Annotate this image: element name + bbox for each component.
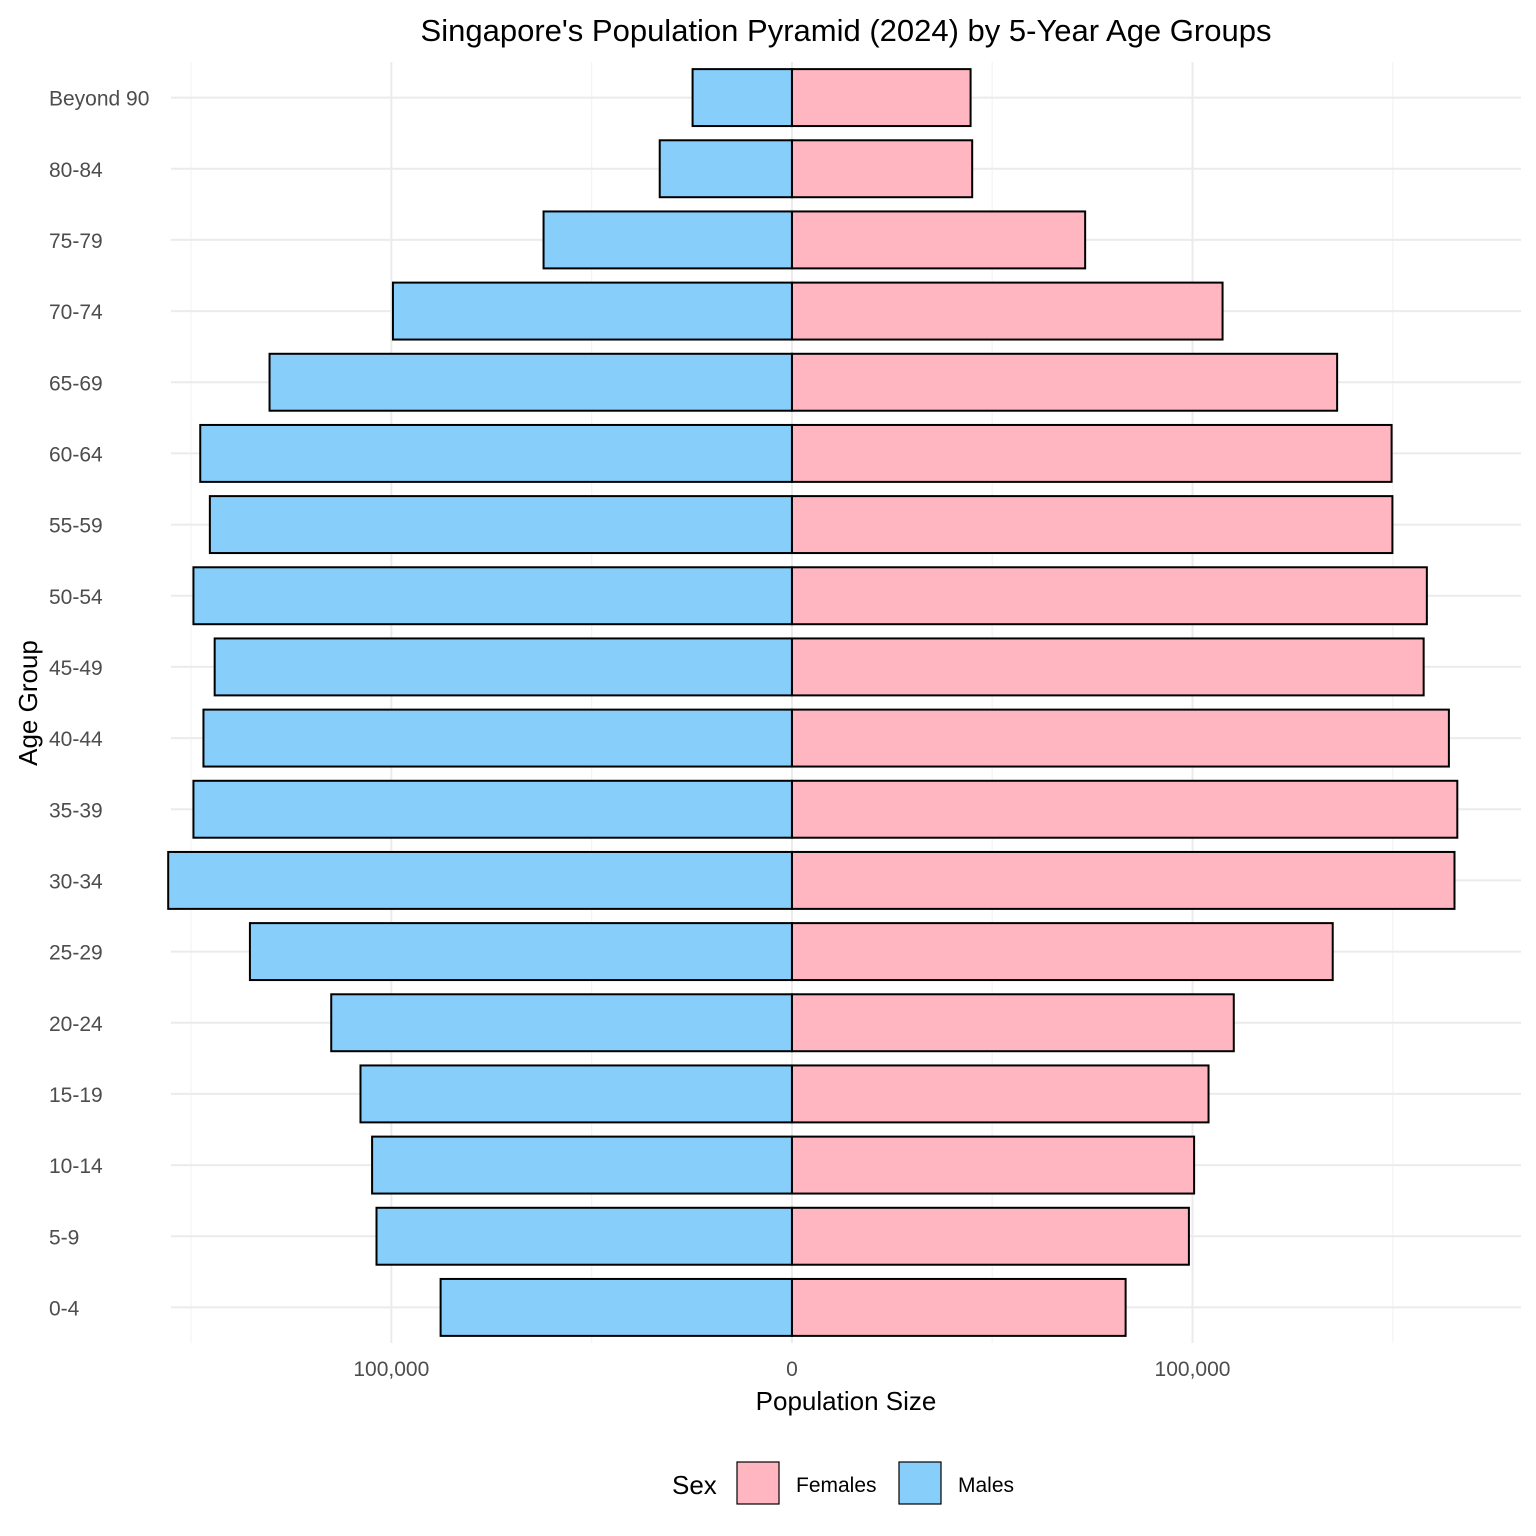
x-tick-label: 100,000 [353, 1358, 429, 1381]
bar-males-5-9 [375, 1206, 793, 1266]
bar-females-75-79 [790, 210, 1087, 270]
bar-males-70-74 [391, 281, 793, 341]
legend-swatch-females [736, 1461, 780, 1505]
y-tick-label: 65-69 [49, 372, 103, 395]
y-tick-label: 10-14 [49, 1155, 103, 1178]
bar-females-25-29 [790, 922, 1334, 982]
bar-males-0-4 [439, 1277, 793, 1337]
bar-females-65-69 [790, 352, 1339, 412]
y-axis-tick-labels: 0-4 5-9 10-14 15-19 20-24 25-29 30-34 35-39 40-4… [49, 88, 149, 1321]
y-tick-label: 45-49 [49, 657, 103, 680]
x-axis-title: Population Size [756, 1386, 937, 1416]
bar-females-60-64 [790, 423, 1393, 483]
bar-males-35-39 [192, 779, 793, 839]
bar-females-beyond-90 [790, 68, 972, 128]
x-axis-tick-labels: 100,000 0 100,000 [353, 1358, 1230, 1381]
legend-title: Sex [672, 1470, 717, 1500]
y-tick-label: 80-84 [49, 159, 103, 182]
x-tick-label: 0 [786, 1358, 798, 1381]
y-tick-label: Beyond 90 [49, 88, 149, 111]
x-tick-label: 100,000 [1155, 1358, 1231, 1381]
y-tick-label: 70-74 [49, 301, 103, 324]
bar-females-55-59 [790, 495, 1394, 555]
bar-females-40-44 [790, 708, 1450, 768]
bar-females-5-9 [790, 1206, 1190, 1266]
y-tick-label: 20-24 [49, 1013, 103, 1036]
y-tick-label: 40-44 [49, 728, 103, 751]
chart-title: Singapore's Population Pyramid (2024) by… [421, 13, 1272, 48]
bar-females-70-74 [790, 281, 1224, 341]
bar-females-30-34 [790, 850, 1456, 910]
y-tick-label: 15-19 [49, 1084, 103, 1107]
bar-males-80-84 [658, 139, 793, 199]
bar-males-20-24 [330, 993, 793, 1053]
bar-females-45-49 [790, 637, 1425, 697]
bar-males-30-34 [167, 850, 793, 910]
y-tick-label: 35-39 [49, 799, 103, 822]
y-tick-label: 30-34 [49, 870, 103, 893]
y-tick-label: 60-64 [49, 443, 103, 466]
bar-males-40-44 [202, 708, 793, 768]
bar-males-15-19 [359, 1064, 793, 1124]
bar-males-beyond-90 [691, 68, 793, 128]
y-tick-label: 55-59 [49, 515, 103, 538]
bar-females-35-39 [790, 779, 1459, 839]
bar-males-60-64 [199, 423, 793, 483]
legend-label-females: Females [796, 1474, 877, 1497]
bar-males-65-69 [268, 352, 793, 412]
bar-males-45-49 [213, 637, 793, 697]
bar-females-0-4 [790, 1277, 1127, 1337]
bar-males-75-79 [542, 210, 793, 270]
y-tick-label: 75-79 [49, 230, 103, 253]
legend-label-males: Males [958, 1474, 1014, 1497]
bar-males-25-29 [248, 922, 793, 982]
y-axis-title: Age Group [13, 640, 43, 766]
legend: Sex Females Males [672, 1461, 1014, 1505]
bar-males-50-54 [192, 566, 793, 626]
y-tick-label: 5-9 [49, 1226, 79, 1249]
bar-females-15-19 [790, 1064, 1210, 1124]
bar-females-10-14 [790, 1135, 1196, 1195]
bar-males-10-14 [371, 1135, 793, 1195]
legend-swatch-males [898, 1461, 942, 1505]
bar-males-55-59 [208, 495, 793, 555]
bars [167, 68, 1459, 1337]
y-tick-label: 0-4 [49, 1297, 80, 1320]
y-tick-label: 50-54 [49, 586, 103, 609]
bar-females-80-84 [790, 139, 974, 199]
bar-females-20-24 [790, 993, 1235, 1053]
bar-females-50-54 [790, 566, 1428, 626]
y-tick-label: 25-29 [49, 942, 103, 965]
